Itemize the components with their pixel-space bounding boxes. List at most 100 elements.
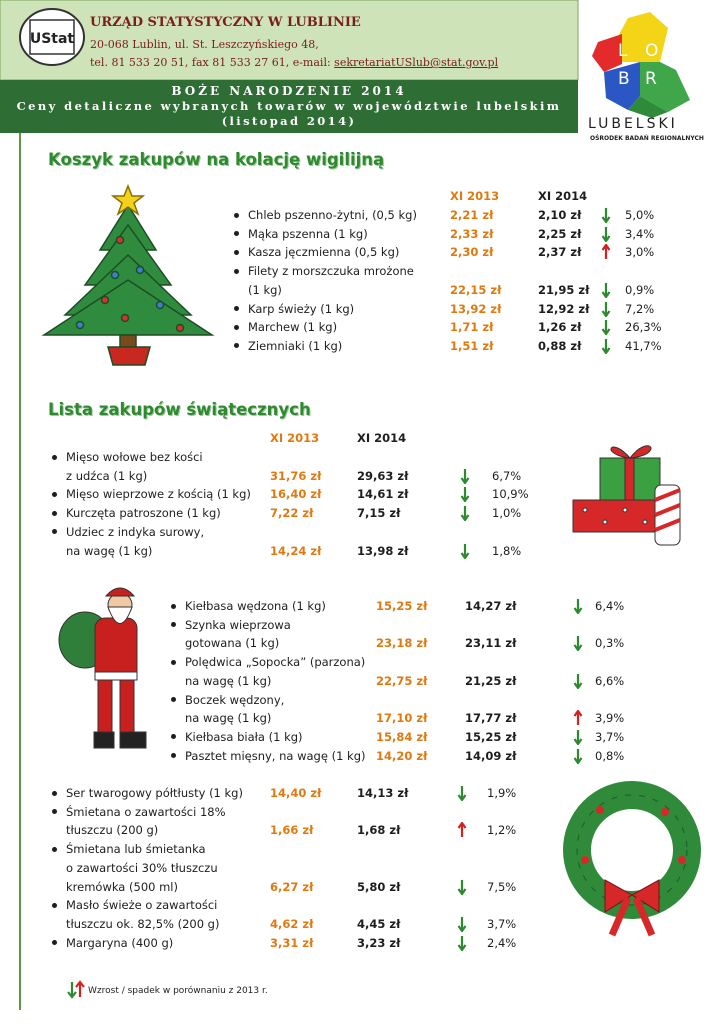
bullet xyxy=(52,809,57,815)
item-name: Udziec z indyka surowy, xyxy=(66,524,205,539)
legend-arrows xyxy=(67,980,85,999)
change: 0,3% xyxy=(595,636,625,651)
item-name: Śmietana o zawartości 18% xyxy=(66,804,226,819)
trend-arrow xyxy=(460,543,470,559)
santa xyxy=(58,587,147,749)
gifts xyxy=(572,445,681,546)
trend-arrow xyxy=(573,636,583,652)
change: 1,8% xyxy=(492,543,522,558)
price-2013: 15,25 zł xyxy=(376,599,428,613)
trend-arrow xyxy=(457,822,467,838)
change: 26,3% xyxy=(625,320,662,335)
bullet xyxy=(234,249,239,255)
price-2013: 31,76 zł xyxy=(270,468,322,483)
banner xyxy=(0,80,578,133)
trend-arrow xyxy=(573,710,583,726)
item-name: Ser twarogowy półtłusty (1 kg) xyxy=(66,786,243,800)
bullet xyxy=(234,212,239,218)
contact: tel. 81 533 20 51, fax 81 533 27 61, e-m… xyxy=(90,56,498,69)
change: 0,8% xyxy=(595,748,625,763)
bullet xyxy=(171,734,176,740)
item-name: Boczek wędzony, xyxy=(185,692,285,707)
change: 6,7% xyxy=(492,468,522,483)
change: 41,7% xyxy=(625,338,662,353)
item-name: Margaryna (400 g) xyxy=(66,935,174,950)
item-name: Mięso wieprzowe z kością (1 kg) xyxy=(66,487,251,502)
price-2013: 2,21 zł xyxy=(450,208,494,222)
bullet xyxy=(234,343,239,349)
wreath xyxy=(563,781,701,937)
item-name: kremówka (500 ml) xyxy=(66,879,178,894)
logo-box xyxy=(29,19,75,55)
price-2013: 22,15 zł xyxy=(450,282,502,297)
item-name: Polędwica „Sopocka” (parzona) xyxy=(185,655,366,670)
price-2013: 14,24 zł xyxy=(270,543,322,558)
trend-arrow xyxy=(460,506,470,522)
price-2013: 2,30 zł xyxy=(450,245,494,260)
section-title: Koszyk zakupów na kolację wigilijną xyxy=(48,150,385,169)
bullet xyxy=(234,306,239,311)
price-2013: 1,51 zł xyxy=(450,338,494,353)
price-2013: 7,22 zł xyxy=(270,506,314,521)
bullet xyxy=(171,697,176,702)
bullet xyxy=(52,529,57,535)
change: 3,4% xyxy=(625,226,655,241)
email[interactable]: sekretariatUSlub@stat.gov.pl xyxy=(334,56,499,69)
bullet xyxy=(52,491,57,497)
price-2014: 0,88 zł xyxy=(538,338,582,353)
price-2014: 21,95 zł xyxy=(538,282,590,297)
item-name: Szynka wieprzowa xyxy=(185,617,291,632)
legend-text: Wzrost / spadek w porównaniu z 2013 r. xyxy=(88,986,268,996)
christmas-tree xyxy=(41,183,215,366)
item-name: Pasztet mięsny, na wagę (1 kg) xyxy=(185,748,366,763)
office-name: URZĄD STATYSTYCZNY W LUBLINIE xyxy=(90,15,361,30)
change: 2,4% xyxy=(487,935,517,950)
item-name: tłuszczu ok. 82,5% (200 g) xyxy=(66,916,220,931)
trend-arrow xyxy=(457,786,467,801)
bullet xyxy=(234,268,239,274)
item-name: tłuszczu (200 g) xyxy=(66,823,159,838)
bullet xyxy=(52,790,57,796)
price-2013: 13,92 zł xyxy=(450,301,502,316)
change: 10,9% xyxy=(492,487,529,502)
item-name: Kurczęta patroszone (1 kg) xyxy=(66,506,221,521)
item-name: Kasza jęczmienna (0,5 kg) xyxy=(248,245,400,260)
price-2014: 2,10 zł xyxy=(538,208,582,222)
price-2013: 15,84 zł xyxy=(376,729,428,744)
item-name: na wagę (1 kg) xyxy=(185,711,272,726)
change: 6,4% xyxy=(595,599,625,613)
price-2014: 14,27 zł xyxy=(465,599,517,613)
item-name: (1 kg) xyxy=(248,282,282,297)
price-2014: 29,63 zł xyxy=(357,468,409,483)
price-2014: 2,25 zł xyxy=(538,226,582,241)
header-box xyxy=(0,0,579,81)
price-2014: 17,77 zł xyxy=(465,711,517,726)
change: 1,9% xyxy=(487,786,517,800)
item-name: Masło świeże o zawartości xyxy=(66,898,218,913)
bullet xyxy=(234,324,239,330)
price-2013: 2,33 zł xyxy=(450,226,494,241)
bullet xyxy=(52,902,57,908)
column-header: XI 2013 xyxy=(450,189,500,203)
change: 1,0% xyxy=(492,506,522,521)
change: 7,2% xyxy=(625,301,655,316)
section-title: Lista zakupów świątecznych xyxy=(48,400,311,419)
logo-letter: L xyxy=(618,41,628,61)
address: 20-068 Lublin, ul. St. Leszczyńskiego 48… xyxy=(90,38,319,51)
price-2013: 17,10 zł xyxy=(376,711,428,726)
bullet xyxy=(52,846,57,852)
change: 6,6% xyxy=(595,673,625,688)
logo-letter: B xyxy=(618,69,630,89)
trend-arrow xyxy=(460,468,470,484)
price-2014: 7,15 zł xyxy=(357,506,401,521)
trend-arrow xyxy=(601,208,611,223)
column-header: XI 2013 xyxy=(270,431,320,445)
trend-arrow xyxy=(573,729,583,745)
region-logo xyxy=(592,12,690,118)
logo-text: UStat xyxy=(30,31,75,47)
price-2013: 14,40 zł xyxy=(270,786,322,800)
price-2014: 12,92 zł xyxy=(538,301,590,316)
item-name: Karp świeży (1 kg) xyxy=(248,301,355,316)
price-2013: 1,66 zł xyxy=(270,823,314,838)
price-2014: 14,13 zł xyxy=(357,786,409,800)
